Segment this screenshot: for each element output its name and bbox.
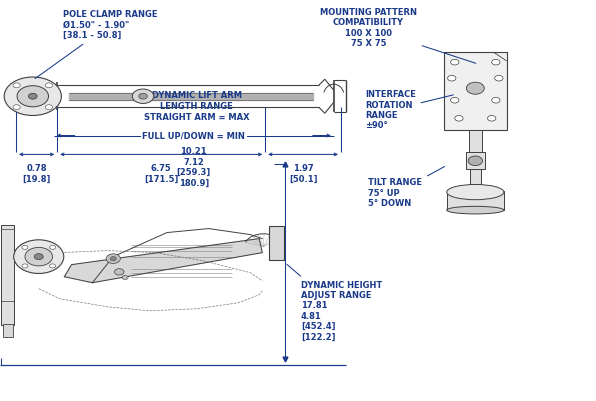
Circle shape: [471, 85, 479, 91]
Text: POLE CLAMP RANGE
Ø1.50" - 1.90"
[38.1 - 50.8]: POLE CLAMP RANGE Ø1.50" - 1.90" [38.1 - …: [35, 10, 157, 79]
Ellipse shape: [447, 184, 504, 200]
Circle shape: [13, 105, 20, 109]
Text: TILT RANGE
75° UP
5° DOWN: TILT RANGE 75° UP 5° DOWN: [368, 166, 445, 208]
Circle shape: [114, 269, 124, 275]
Circle shape: [13, 83, 20, 88]
Text: MOUNTING PATTERN
COMPATIBILITY
100 X 100
75 X 75: MOUNTING PATTERN COMPATIBILITY 100 X 100…: [320, 8, 476, 63]
Circle shape: [22, 245, 28, 249]
FancyBboxPatch shape: [466, 152, 485, 169]
FancyBboxPatch shape: [444, 52, 507, 130]
Polygon shape: [64, 239, 262, 283]
Circle shape: [34, 253, 44, 260]
Circle shape: [132, 89, 154, 103]
Circle shape: [451, 97, 459, 103]
FancyBboxPatch shape: [468, 130, 482, 152]
FancyBboxPatch shape: [470, 169, 480, 184]
Text: FULL UP/DOWN = MIN: FULL UP/DOWN = MIN: [142, 131, 245, 140]
Circle shape: [488, 115, 496, 121]
Text: 6.75
[171.5]: 6.75 [171.5]: [144, 164, 178, 184]
FancyBboxPatch shape: [446, 191, 504, 210]
Circle shape: [45, 105, 52, 109]
Text: 0.78
[19.8]: 0.78 [19.8]: [23, 164, 51, 184]
Circle shape: [110, 257, 116, 261]
Circle shape: [22, 264, 28, 268]
Circle shape: [45, 83, 52, 88]
Text: INTERFACE
ROTATION
RANGE
±90°: INTERFACE ROTATION RANGE ±90°: [365, 90, 453, 130]
Circle shape: [466, 82, 484, 94]
Circle shape: [25, 247, 52, 266]
Circle shape: [14, 240, 64, 273]
Circle shape: [455, 115, 463, 121]
Circle shape: [492, 59, 500, 65]
Circle shape: [448, 75, 456, 81]
Text: 10.21
7.12
[259.3]
180.9]: 10.21 7.12 [259.3] 180.9]: [176, 147, 211, 188]
FancyBboxPatch shape: [3, 324, 13, 337]
Circle shape: [451, 59, 459, 65]
Text: 1.97
[50.1]: 1.97 [50.1]: [289, 164, 317, 184]
Circle shape: [106, 254, 120, 263]
Text: DYNAMIC HEIGHT
ADJUST RANGE
17.81
4.81
[452.4]
[122.2]: DYNAMIC HEIGHT ADJUST RANGE 17.81 4.81 […: [287, 265, 382, 342]
Circle shape: [122, 275, 128, 279]
Circle shape: [29, 93, 37, 99]
Circle shape: [49, 245, 55, 249]
Circle shape: [139, 93, 147, 99]
Circle shape: [17, 86, 48, 107]
FancyBboxPatch shape: [1, 225, 14, 325]
Circle shape: [495, 75, 503, 81]
Ellipse shape: [447, 206, 504, 214]
Circle shape: [492, 97, 500, 103]
Circle shape: [4, 77, 61, 115]
Text: DYNAMIC LIFT ARM
LENGTH RANGE
STRAIGHT ARM = MAX: DYNAMIC LIFT ARM LENGTH RANGE STRAIGHT A…: [144, 91, 250, 122]
Circle shape: [49, 264, 55, 268]
Circle shape: [468, 156, 483, 166]
FancyBboxPatch shape: [269, 225, 284, 260]
